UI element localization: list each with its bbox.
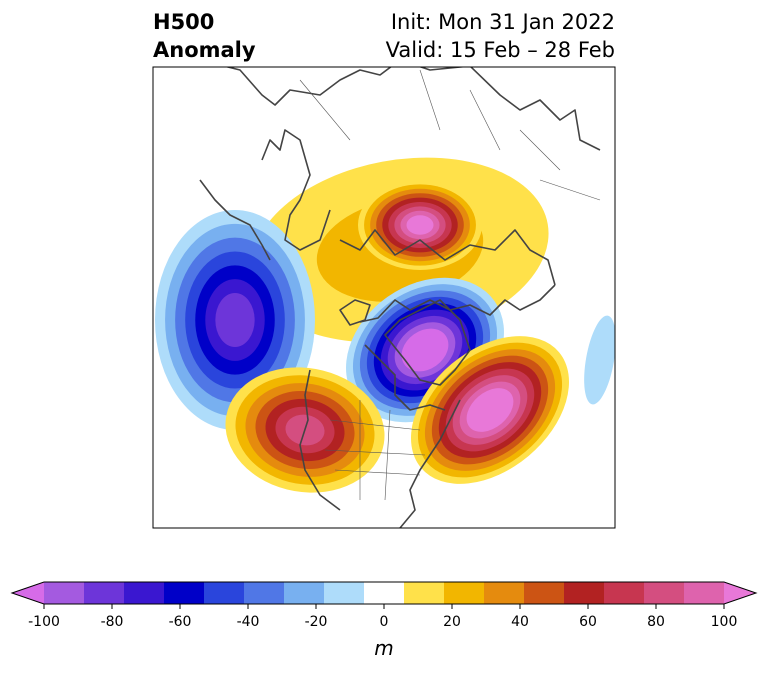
colorbar-unit-label: m [374,636,394,660]
colorbar-cell [404,582,445,604]
colorbar-extend-max [724,582,756,604]
colorbar-tick-label: 60 [579,614,597,630]
colorbar-cell [524,582,565,604]
colorbar-cell [484,582,525,604]
coastline-europe [199,179,271,261]
colorbar-cell [244,582,285,604]
colorbar-tick-label: -80 [100,614,124,630]
colorbar-tick-label: -60 [168,614,192,630]
colorbar-cell [164,582,205,604]
title-valid-range: Valid: 15 Feb – 28 Feb [385,38,615,62]
coastline-hudson-bay [364,344,446,411]
colorbar-cell [684,582,725,604]
anomaly-arctic-positive [358,180,482,270]
coastline-arctic-islands [339,299,371,326]
colorbar-tick-label: -20 [304,614,328,630]
coastline-eurasia [224,67,601,151]
colorbar-tick-label: 20 [443,614,461,630]
colorbar-cell [124,582,165,604]
anomaly-east-negative [584,315,615,405]
colorbar-tick-label: -100 [28,614,60,630]
colorbar-cell [284,582,325,604]
colorbar-tick-label: 80 [647,614,665,630]
coastline-greenland [384,299,471,386]
colorbar-cell [324,582,365,604]
colorbar-cell [204,582,245,604]
colorbar-cell [564,582,605,604]
colorbar [10,581,758,609]
colorbar-tick-label: 0 [379,614,389,630]
colorbar-extend-min [12,582,44,604]
coastline-north-america-east [399,399,461,528]
coastline-siberia [339,229,556,286]
border-lines [299,69,601,501]
colorbar-cell [644,582,685,604]
map-frame [152,66,616,529]
anomaly-field [155,67,615,528]
colorbar-tick-label: 100 [710,614,738,630]
title-variable-line2: Anomaly [153,38,256,62]
coastline-scandinavia [261,129,331,251]
title-init-date: Init: Mon 31 Jan 2022 [390,10,615,34]
map-title-dates: Init: Mon 31 Jan 2022 Valid: 15 Feb – 28… [386,8,615,64]
title-variable-line1: H500 [153,10,215,34]
map-title-variable: H500 Anomaly [153,8,256,64]
colorbar-tick-label: 40 [511,614,529,630]
coastline-north-america-west [299,369,341,511]
colorbar-cell [364,582,405,604]
anomaly-atlantic-positive [411,336,569,484]
anomaly-map [152,66,616,529]
colorbar-tick-label: -40 [236,614,260,630]
colorbar-cell [84,582,125,604]
colorbar-cell [444,582,485,604]
colorbar-cell [604,582,645,604]
coastline-alaska [359,284,556,323]
colorbar-cell [44,582,85,604]
